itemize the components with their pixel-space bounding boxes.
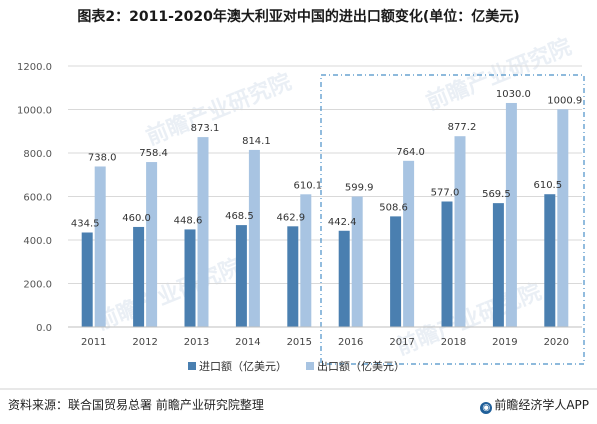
data-label-export: 873.1 [191, 123, 220, 134]
bar-import [133, 226, 145, 327]
bar-export [403, 160, 415, 327]
data-label-import: 569.5 [482, 189, 511, 200]
bar-import [544, 194, 556, 327]
x-tick-label: 2019 [492, 337, 517, 348]
source-note: 资料来源：联合国贸易总署 前瞻产业研究院整理 [8, 398, 264, 412]
chart-title: 图表2：2011-2020年澳大利亚对中国的进出口额变化(单位：亿美元) [77, 9, 520, 25]
watermark-text: 前瞻产业研究院 [93, 254, 246, 336]
x-tick-label: 2018 [441, 337, 466, 348]
y-tick-label: 200.0 [23, 280, 52, 291]
watermark-text: 前瞻产业研究院 [393, 279, 546, 361]
x-tick-label: 2014 [235, 337, 260, 348]
data-label-import: 434.5 [71, 218, 100, 229]
x-tick-label: 2020 [544, 337, 569, 348]
x-tick-label: 2016 [338, 337, 363, 348]
bar-export [94, 166, 106, 327]
legend-swatch-import [188, 362, 196, 370]
y-tick-label: 0.0 [36, 323, 52, 334]
data-label-export: 764.0 [396, 147, 425, 158]
data-label-import: 462.9 [276, 212, 305, 223]
brand-logo-icon: ◉ [480, 402, 493, 414]
bar-import [287, 226, 299, 327]
data-label-import: 460.0 [122, 213, 151, 224]
y-tick-label: 1200.0 [17, 62, 52, 73]
bar-import [390, 216, 402, 327]
legend-label-import: 进口额（亿美元） [199, 360, 287, 373]
bar-import [492, 203, 504, 327]
data-label-import: 468.5 [225, 211, 254, 222]
legend-label-export: 出口额（亿美元） [317, 359, 405, 373]
brand-label: 前瞻经济学人APP [494, 398, 589, 412]
data-label-export: 1000.9 [547, 95, 582, 106]
x-tick-label: 2012 [132, 337, 157, 348]
bar-export [248, 149, 260, 327]
bar-export [505, 102, 517, 327]
x-tick-label: 2011 [81, 337, 106, 348]
data-label-export: 1030.0 [496, 89, 531, 100]
data-label-import: 448.6 [174, 215, 203, 226]
y-tick-label: 1000.0 [17, 106, 52, 117]
x-tick-label: 2013 [184, 337, 209, 348]
x-tick-label: 2015 [287, 337, 312, 348]
data-label-import: 577.0 [431, 188, 460, 199]
bar-export [557, 109, 569, 327]
bar-import [441, 201, 453, 327]
y-tick-label: 600.0 [23, 193, 52, 204]
bar-export [300, 194, 312, 327]
y-tick-label: 400.0 [23, 236, 52, 247]
bar-export [351, 196, 363, 327]
bar-export [146, 162, 158, 327]
y-tick-label: 800.0 [23, 149, 52, 160]
legend-swatch-export [306, 362, 314, 370]
bar-import [338, 230, 350, 327]
data-label-export: 738.0 [88, 152, 117, 163]
data-label-export: 814.1 [242, 136, 271, 147]
data-label-import: 508.6 [379, 202, 408, 213]
bar-export [197, 137, 209, 327]
data-label-export: 610.1 [293, 180, 322, 191]
data-label-export: 599.9 [345, 183, 374, 194]
data-label-import: 610.5 [533, 180, 562, 191]
bar-import [81, 232, 93, 327]
data-label-import: 442.4 [328, 217, 357, 228]
x-tick-label: 2017 [389, 337, 414, 348]
data-label-export: 877.2 [448, 122, 477, 133]
brand-credit: ◉ 前瞻经济学人APP [480, 396, 589, 414]
data-label-export: 758.4 [139, 148, 168, 159]
bar-import [184, 229, 196, 327]
bar-import [235, 225, 247, 327]
bar-export [454, 136, 466, 327]
